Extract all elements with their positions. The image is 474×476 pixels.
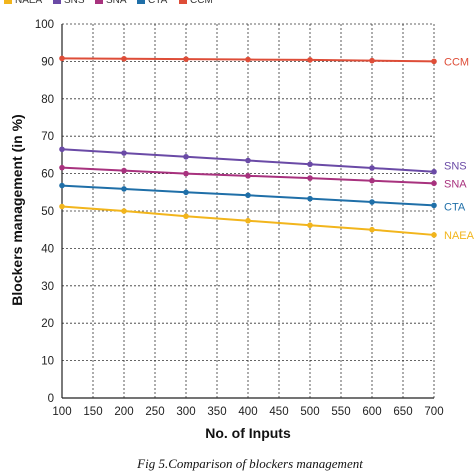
data-point-naea	[307, 222, 313, 229]
data-point-sns	[431, 168, 437, 175]
x-tick-label: 500	[300, 406, 319, 418]
x-tick-label: 600	[362, 406, 381, 418]
series-label-sns: SNS	[444, 161, 467, 173]
data-point-sna	[59, 164, 65, 171]
data-point-naea	[183, 213, 189, 220]
x-tick-label: 300	[176, 406, 195, 418]
y-tick-label: 60	[41, 169, 54, 181]
x-tick-label: 700	[424, 406, 443, 418]
data-point-cta	[121, 186, 127, 192]
data-point-ccm	[369, 57, 375, 64]
y-axis-title: Blockers management (in %)	[9, 114, 25, 305]
data-point-sna	[183, 170, 189, 177]
y-tick-label: 100	[35, 19, 54, 31]
legend-swatch-ccm	[179, 0, 187, 4]
x-tick-label: 250	[145, 406, 164, 418]
legend-item-naea: NAEA	[4, 0, 43, 6]
legend-label-sna: SNA	[106, 0, 127, 6]
data-point-sns	[307, 161, 313, 168]
data-point-sna	[121, 167, 127, 174]
data-point-cta	[59, 182, 65, 189]
data-point-sna	[245, 173, 251, 179]
data-point-cta	[183, 189, 189, 196]
data-point-naea	[369, 226, 375, 233]
legend-item-cta: CTA	[137, 0, 168, 6]
series-naea: NAEA	[59, 203, 474, 242]
y-tick-label: 50	[41, 206, 54, 218]
series-label-ccm: CCM	[444, 56, 469, 68]
y-tick-label: 70	[41, 131, 54, 143]
x-tick-label: 550	[331, 406, 350, 418]
x-tick-label: 100	[52, 406, 71, 418]
axes	[61, 24, 434, 399]
legend-label-sns: SNS	[64, 0, 85, 6]
x-tick-labels: 100 150 200 250 300 350 400 450 500 550 600 650 700	[52, 406, 443, 418]
data-point-sns	[59, 146, 65, 153]
legend-item-ccm: CCM	[179, 0, 213, 6]
x-tick-label: 450	[269, 406, 288, 418]
y-tick-labels: 0 10 20 30 40 50 60 70 80 90 100	[35, 19, 54, 405]
series-label-cta: CTA	[444, 201, 466, 213]
series-cta: CTA	[59, 182, 466, 213]
y-tick-label: 0	[48, 393, 54, 405]
data-point-sna	[307, 175, 313, 181]
y-tick-label: 30	[41, 281, 54, 293]
data-point-naea	[121, 208, 127, 214]
data-point-cta	[245, 192, 251, 199]
legend-swatch-cta	[137, 0, 145, 4]
legend-label-ccm: CCM	[190, 0, 213, 6]
x-tick-label: 400	[238, 406, 257, 418]
data-point-sns	[183, 153, 189, 160]
legend-item-sns: SNS	[53, 0, 85, 6]
data-point-cta	[369, 199, 375, 205]
legend-label-naea: NAEA	[15, 0, 43, 6]
legend-label-cta: CTA	[148, 0, 168, 6]
data-point-ccm	[245, 56, 251, 63]
y-tick-label: 80	[41, 94, 54, 106]
data-point-sna	[431, 180, 437, 187]
y-tick-label: 40	[41, 243, 54, 255]
data-point-sns	[121, 150, 127, 156]
data-point-naea	[245, 217, 251, 224]
x-tick-label: 650	[393, 406, 412, 418]
data-point-sna	[369, 177, 375, 184]
data-point-ccm	[307, 57, 313, 63]
legend-item-sna: SNA	[95, 0, 127, 6]
data-point-ccm	[431, 58, 437, 65]
legend-swatch-sns	[53, 0, 61, 4]
data-point-naea	[431, 232, 437, 238]
series-sns: SNS	[59, 146, 467, 175]
x-tick-label: 350	[207, 406, 226, 418]
series-sna: SNA	[59, 164, 467, 190]
y-tick-label: 10	[41, 356, 54, 368]
x-tick-label: 200	[114, 406, 133, 418]
x-axis-title: No. of Inputs	[205, 425, 291, 441]
y-tick-label: 20	[41, 318, 54, 330]
data-point-ccm	[183, 56, 189, 62]
data-point-ccm	[59, 55, 65, 62]
data-point-sns	[245, 157, 251, 164]
data-point-sns	[369, 165, 375, 171]
x-tick-label: 150	[83, 406, 102, 418]
data-point-cta	[307, 195, 313, 202]
figure-caption: Fig 5.Comparison of blockers management	[136, 456, 363, 471]
legend-swatch-sna	[95, 0, 103, 4]
y-tick-label: 90	[41, 56, 54, 68]
series-label-sna: SNA	[444, 178, 467, 190]
data-point-naea	[59, 203, 65, 210]
data-point-cta	[431, 202, 437, 209]
legend-swatch-naea	[4, 0, 12, 4]
series-label-naea: NAEA	[444, 230, 474, 242]
legend: NAEA SNS SNA CTA CCM	[4, 0, 213, 6]
series-ccm: CCM	[59, 55, 469, 68]
series-lines: NAEA SNS SNA CTA CCM	[59, 55, 474, 242]
data-point-ccm	[121, 55, 127, 62]
